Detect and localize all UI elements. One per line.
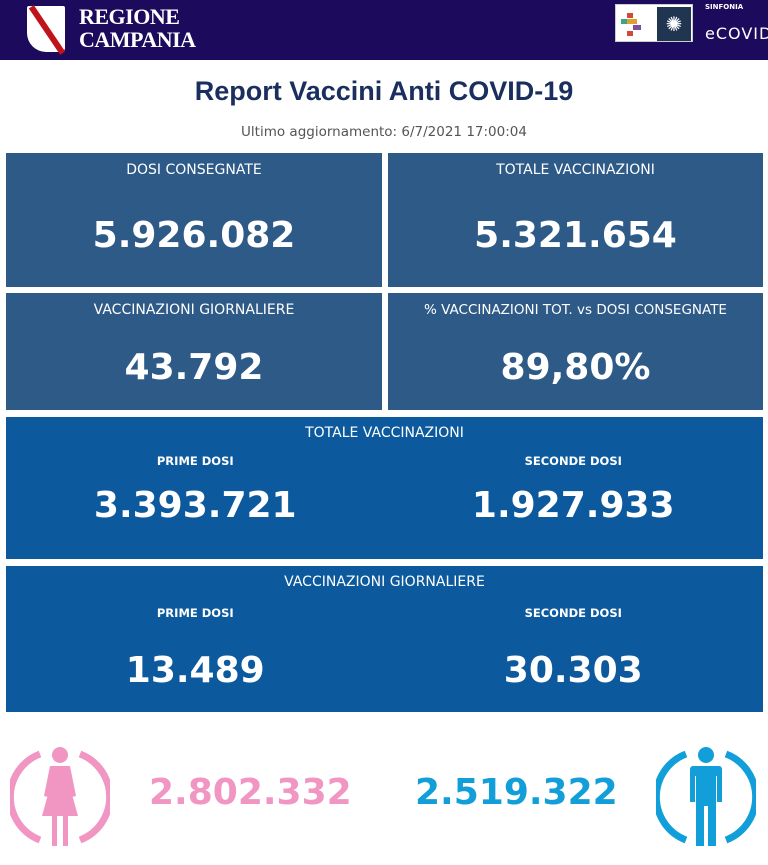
card-value: 5.926.082 [92, 215, 296, 256]
card-label: TOTALE VACCINAZIONI [496, 162, 655, 178]
sinfonia-logo: ✺ [615, 4, 693, 42]
seconde-dosi-label: SECONDE DOSI [524, 454, 622, 468]
seconde-dosi-label: SECONDE DOSI [524, 606, 622, 620]
card-value: 89,80% [500, 347, 651, 388]
virus-icon: ✺ [657, 7, 691, 41]
regione-campania-shield-logo [27, 6, 65, 52]
card-dosi-consegnate: DOSI CONSEGNATE 5.926.082 [6, 153, 382, 287]
brand-line2: CAMPANIA [79, 27, 196, 52]
card-percent-vaccinazioni: % VACCINAZIONI TOT. vs DOSI CONSEGNATE 8… [388, 293, 763, 410]
sinfonia-s-icon [621, 13, 641, 36]
card-label: VACCINAZIONI GIORNALIERE [93, 302, 295, 318]
ecovid-label: eCOVID [705, 24, 768, 43]
prime-dosi-value: 13.489 [125, 650, 265, 691]
header: REGIONE CAMPANIA ✺ SINFONIA eCOVID [0, 0, 768, 60]
card-totale-dosi: TOTALE VACCINAZIONI PRIME DOSI SECONDE D… [6, 417, 763, 559]
brand-line1: REGIONE [79, 4, 180, 29]
seconde-dosi-value: 1.927.933 [471, 485, 675, 526]
prime-dosi-label: PRIME DOSI [156, 606, 234, 620]
page-title: Report Vaccini Anti COVID-19 [194, 76, 574, 106]
female-icon [10, 747, 110, 846]
card-value: 43.792 [124, 347, 264, 388]
card-totale-vaccinazioni: TOTALE VACCINAZIONI 5.321.654 [388, 153, 763, 287]
sinfonia-label: SINFONIA [705, 3, 744, 11]
card-giornaliere-dosi: VACCINAZIONI GIORNALIERE PRIME DOSI SECO… [6, 566, 763, 712]
female-count: 2.802.332 [149, 772, 352, 813]
brand-logo: REGIONE CAMPANIA [79, 5, 196, 51]
card-label: VACCINAZIONI GIORNALIERE [284, 574, 485, 590]
card-label: DOSI CONSEGNATE [126, 162, 262, 178]
card-vaccinazioni-giornaliere: VACCINAZIONI GIORNALIERE 43.792 [6, 293, 382, 410]
card-label: TOTALE VACCINAZIONI [305, 425, 464, 441]
seconde-dosi-value: 30.303 [503, 650, 643, 691]
card-label: % VACCINAZIONI TOT. vs DOSI CONSEGNATE [424, 302, 727, 318]
last-updated: Ultimo aggiornamento: 6/7/2021 17:00:04 [241, 124, 527, 140]
prime-dosi-label: PRIME DOSI [156, 454, 234, 468]
male-count: 2.519.322 [415, 772, 618, 813]
prime-dosi-value: 3.393.721 [93, 485, 297, 526]
card-value: 5.321.654 [474, 215, 677, 256]
male-icon [656, 747, 756, 846]
